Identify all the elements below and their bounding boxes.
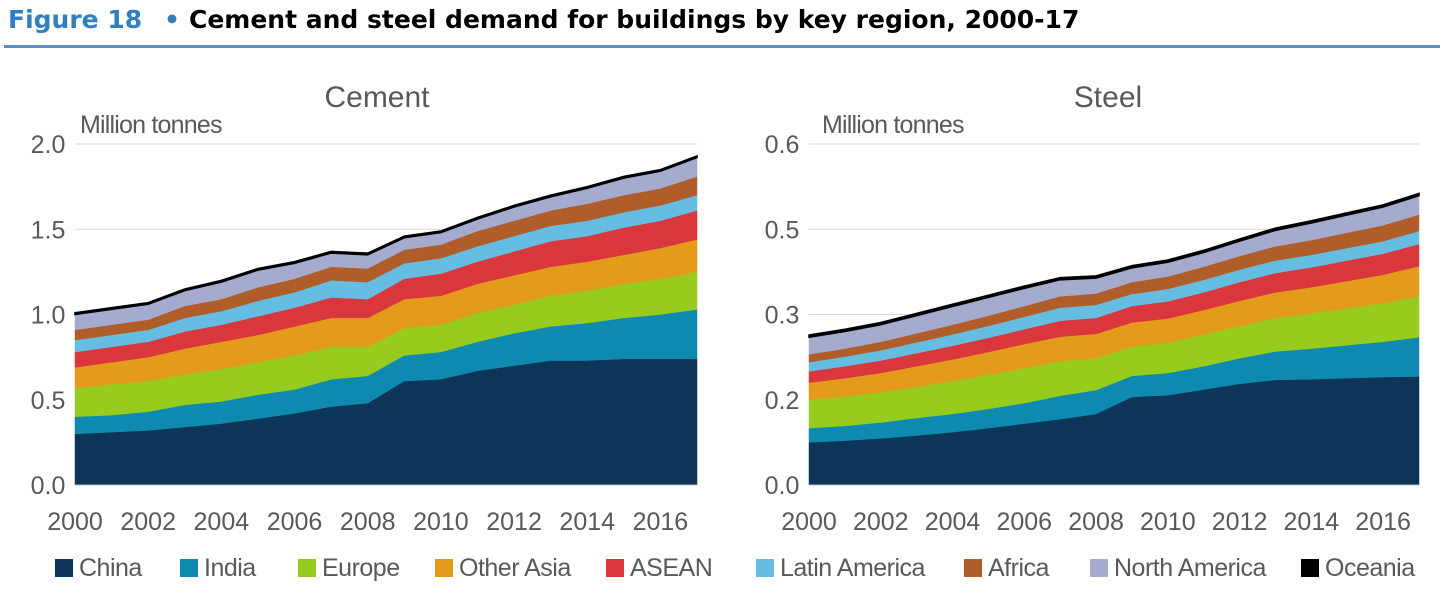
x-tick-label: 2000	[781, 508, 837, 536]
chart-cement: Cement Million tonnes 0.0 0.5 1.0 1.5 2.0 2000 2…	[31, 81, 698, 536]
legend-swatch	[180, 559, 198, 577]
x-tick-label: 2004	[925, 508, 981, 536]
y-tick-label: 2.0	[31, 131, 66, 159]
legend-swatch	[964, 559, 982, 577]
legend-item-china: China	[55, 548, 142, 588]
x-tick-label: 2012	[486, 508, 542, 536]
legend-label: Other Asia	[459, 553, 571, 582]
x-tick-label: 2016	[1355, 508, 1411, 536]
legend-swatch	[1090, 559, 1108, 577]
legend-item-europe: Europe	[298, 548, 400, 588]
legend-swatch	[435, 559, 453, 577]
y-tick-label: 0.2	[765, 387, 800, 415]
legend-label: Oceania	[1325, 553, 1415, 582]
x-tick-label: 2000	[47, 508, 103, 536]
y-axis-label: Million tonnes	[80, 111, 222, 139]
x-tick-label: 2004	[194, 508, 250, 536]
chart-steel: Steel Million tonnes 0.0 0.2 0.3 0.5 0.6 2000 20…	[765, 81, 1420, 536]
legend-label: China	[79, 553, 142, 582]
x-tick-label: 2014	[559, 508, 615, 536]
legend-label: India	[204, 553, 256, 582]
legend-item-oceania: Oceania	[1301, 548, 1415, 588]
area-oceania	[808, 192, 1420, 339]
legend-label: Latin America	[780, 553, 925, 582]
x-tick-label: 2002	[853, 508, 909, 536]
x-tick-label: 2006	[996, 508, 1052, 536]
y-tick-label: 0.0	[765, 472, 800, 500]
y-tick-label: 1.0	[31, 302, 66, 330]
legend-swatch	[606, 559, 624, 577]
x-tick-label: 2006	[267, 508, 323, 536]
x-tick-label: 2008	[1068, 508, 1124, 536]
legend-item-africa: Africa	[964, 548, 1049, 588]
legend-swatch	[756, 559, 774, 577]
chart-legend: China India Europe Other Asia ASEAN Latin Ame…	[0, 548, 1440, 588]
x-tick-label: 2010	[413, 508, 469, 536]
figure-header: Figure 18 • Cement and steel demand for …	[4, 0, 1440, 48]
y-axis-label: Million tonnes	[822, 111, 964, 139]
legend-label: North America	[1114, 553, 1266, 582]
y-tick-label: 0.0	[31, 472, 66, 500]
figure-bullet: •	[164, 5, 180, 34]
legend-swatch	[55, 559, 73, 577]
x-tick-label: 2002	[120, 508, 176, 536]
figure-label: Figure 18	[8, 5, 143, 34]
legend-item-asean: ASEAN	[606, 548, 713, 588]
legend-swatch	[298, 559, 316, 577]
legend-label: ASEAN	[630, 553, 713, 582]
legend-label: Europe	[322, 553, 400, 582]
legend-item-north-america: North America	[1090, 548, 1266, 588]
y-tick-label: 0.3	[765, 302, 800, 330]
x-tick-label: 2012	[1212, 508, 1268, 536]
x-tick-label: 2016	[633, 508, 689, 536]
legend-label: Africa	[988, 553, 1049, 582]
x-tick-label: 2010	[1140, 508, 1196, 536]
y-tick-label: 0.5	[765, 216, 800, 244]
y-tick-label: 0.6	[765, 131, 800, 159]
charts-area: Cement Million tonnes 0.0 0.5 1.0 1.5 2.0 2000 2…	[31, 81, 1420, 536]
x-tick-label: 2014	[1284, 508, 1340, 536]
chart-title: Cement	[324, 81, 430, 114]
legend-item-india: India	[180, 548, 256, 588]
figure-title: Cement and steel demand for buildings by…	[189, 5, 1080, 34]
area-oceania	[74, 154, 698, 316]
legend-item-latin-america: Latin America	[756, 548, 925, 588]
chart-title: Steel	[1074, 81, 1142, 114]
y-tick-label: 0.5	[31, 387, 66, 415]
y-tick-label: 1.5	[31, 216, 66, 244]
legend-swatch	[1301, 559, 1319, 577]
legend-item-other-asia: Other Asia	[435, 548, 571, 588]
x-tick-label: 2008	[340, 508, 396, 536]
